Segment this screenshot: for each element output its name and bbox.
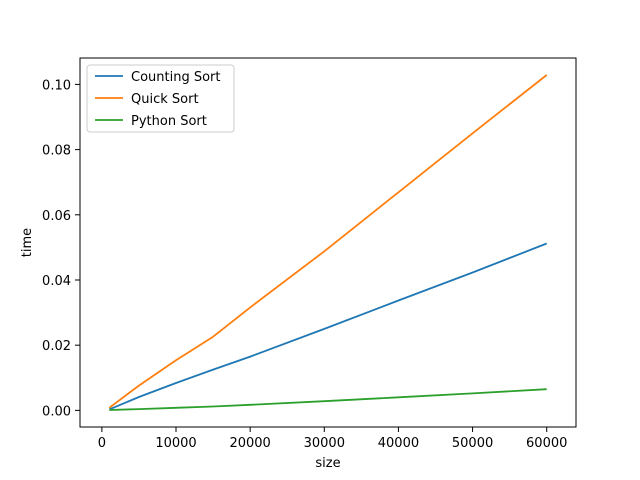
legend-label: Python Sort [131, 114, 207, 129]
x-tick-label: 0 [98, 436, 106, 451]
series-line-counting-sort [108, 242, 548, 411]
x-tick-label: 40000 [378, 436, 419, 451]
y-tick-label: 0.00 [42, 404, 71, 419]
y-tick-label: 0.06 [42, 209, 71, 224]
legend-box [86, 64, 235, 133]
plot-frame [79, 57, 577, 428]
x-tick-label: 50000 [452, 436, 493, 451]
legend-label: Counting Sort [131, 70, 221, 85]
x-axis-ticks: 0 10000 20000 30000 40000 50000 60000 [98, 427, 567, 451]
x-tick-label: 10000 [155, 436, 196, 451]
y-axis-ticks: 0.00 0.02 0.04 0.06 0.08 0.10 [42, 78, 80, 419]
x-axis-label: size [315, 456, 340, 471]
y-tick-label: 0.10 [42, 78, 71, 93]
plot-lines [108, 74, 548, 411]
series-line-quick-sort [108, 74, 548, 409]
y-axis-label: time [20, 228, 35, 257]
x-tick-label: 30000 [304, 436, 345, 451]
y-tick-label: 0.02 [42, 339, 71, 354]
series-line-python-sort [109, 388, 547, 411]
legend-label: Quick Sort [131, 92, 199, 107]
x-tick-label: 20000 [229, 436, 270, 451]
legend: Counting Sort Quick Sort Python Sort [86, 64, 235, 133]
y-tick-label: 0.04 [42, 274, 71, 289]
x-tick-label: 60000 [526, 436, 567, 451]
y-tick-label: 0.08 [42, 144, 71, 159]
